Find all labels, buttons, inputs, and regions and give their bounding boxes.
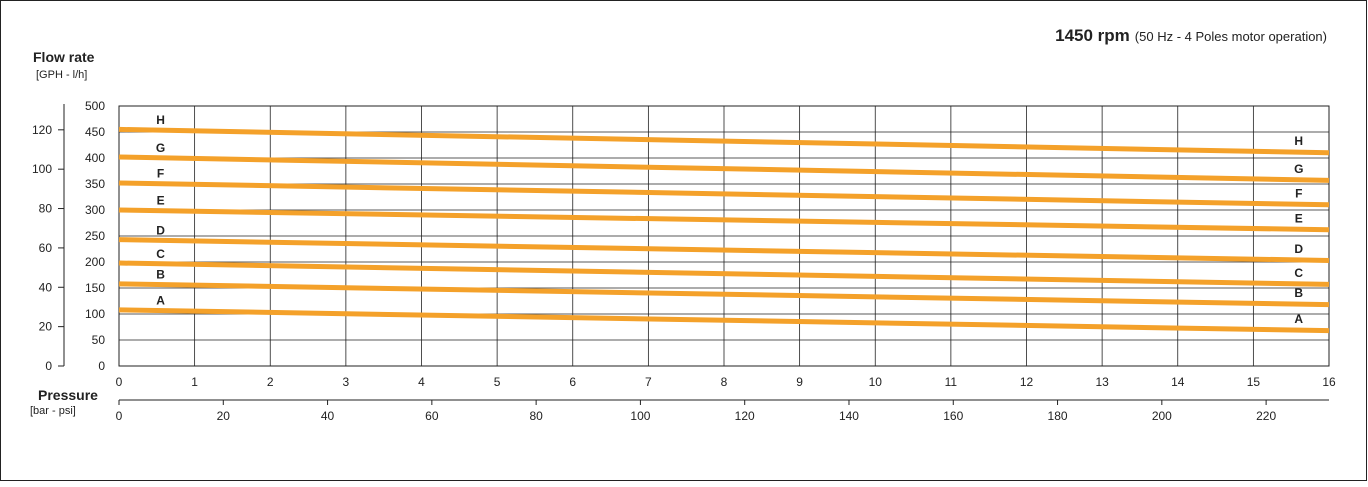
curve-label-left-d: D <box>156 223 165 237</box>
y-tick-label-gph: 40 <box>39 280 53 294</box>
rpm-heading: 1450 rpm (50 Hz - 4 Poles motor operation… <box>1055 26 1327 45</box>
x-tick-label-psi: 160 <box>943 409 963 423</box>
y-tick-label-lh: 200 <box>85 255 105 269</box>
x-tick-label-bar: 14 <box>1171 375 1185 389</box>
curve-label-right-g: G <box>1294 162 1303 176</box>
curve-label-left-f: F <box>157 167 164 181</box>
x-tick-label-bar: 15 <box>1247 375 1261 389</box>
rpm-detail: (50 Hz - 4 Poles motor operation) <box>1135 29 1327 44</box>
y-tick-label-lh: 50 <box>92 333 106 347</box>
curve-label-right-b: B <box>1294 286 1303 300</box>
x-tick-label-bar: 2 <box>267 375 274 389</box>
y-tick-label-gph: 0 <box>45 359 52 373</box>
curve-label-right-c: C <box>1294 266 1303 280</box>
curve-label-right-d: D <box>1294 242 1303 256</box>
x-tick-label-bar: 0 <box>116 375 123 389</box>
curve-label-left-c: C <box>156 247 165 261</box>
x-tick-label-bar: 16 <box>1322 375 1336 389</box>
x-tick-label-bar: 10 <box>869 375 883 389</box>
y-tick-label-lh: 150 <box>85 281 105 295</box>
curve-label-right-h: H <box>1294 134 1303 148</box>
x-axis-title: Pressure <box>38 387 98 403</box>
x-tick-label-psi: 120 <box>735 409 755 423</box>
y-tick-label-gph: 60 <box>39 241 53 255</box>
y-tick-label-gph: 20 <box>39 320 53 334</box>
x-tick-label-bar: 7 <box>645 375 652 389</box>
x-tick-label-psi: 100 <box>630 409 650 423</box>
x-tick-label-bar: 11 <box>945 375 958 389</box>
curve-label-left-a: A <box>156 294 165 308</box>
x-tick-label-bar: 5 <box>494 375 501 389</box>
y-tick-label-lh: 350 <box>85 177 105 191</box>
curve-label-left-g: G <box>156 141 165 155</box>
x-tick-label-psi: 80 <box>529 409 543 423</box>
curve-label-right-a: A <box>1294 312 1303 326</box>
x-axis-units: [bar - psi] <box>30 405 76 417</box>
y-axis-units: [GPH - l/h] <box>36 69 87 81</box>
y-tick-label-gph: 80 <box>39 202 53 216</box>
y-tick-label-lh: 0 <box>98 359 105 373</box>
curve-label-right-f: F <box>1295 186 1302 200</box>
y-tick-label-lh: 450 <box>85 125 105 139</box>
x-tick-label-bar: 9 <box>796 375 803 389</box>
curve-label-left-h: H <box>156 113 165 127</box>
x-tick-label-bar: 4 <box>418 375 425 389</box>
x-tick-label-psi: 200 <box>1152 409 1172 423</box>
x-tick-label-psi: 60 <box>425 409 439 423</box>
x-tick-label-bar: 12 <box>1020 375 1034 389</box>
curve-label-right-e: E <box>1295 211 1303 225</box>
x-tick-label-bar: 13 <box>1095 375 1109 389</box>
x-tick-label-psi: 40 <box>321 409 335 423</box>
y-tick-label-lh: 400 <box>85 151 105 165</box>
x-tick-label-bar: 3 <box>343 375 350 389</box>
curve-label-left-b: B <box>156 268 165 282</box>
x-tick-label-psi: 220 <box>1256 409 1276 423</box>
y-tick-label-lh: 250 <box>85 229 105 243</box>
x-tick-label-psi: 140 <box>839 409 859 423</box>
y-tick-label-gph: 120 <box>32 123 52 137</box>
x-tick-label-bar: 6 <box>569 375 576 389</box>
y-axis-title: Flow rate <box>33 49 95 65</box>
curve-label-left-e: E <box>157 194 165 208</box>
x-tick-label-psi: 180 <box>1048 409 1068 423</box>
y-tick-label-lh: 300 <box>85 203 105 217</box>
y-tick-label-gph: 100 <box>32 162 52 176</box>
x-tick-label-psi: 20 <box>217 409 231 423</box>
y-tick-label-lh: 100 <box>85 307 105 321</box>
x-tick-label-bar: 1 <box>191 375 198 389</box>
x-tick-label-psi: 0 <box>116 409 123 423</box>
rpm-value: 1450 rpm <box>1055 26 1130 45</box>
x-tick-label-bar: 8 <box>721 375 728 389</box>
y-tick-label-lh: 500 <box>85 99 105 113</box>
